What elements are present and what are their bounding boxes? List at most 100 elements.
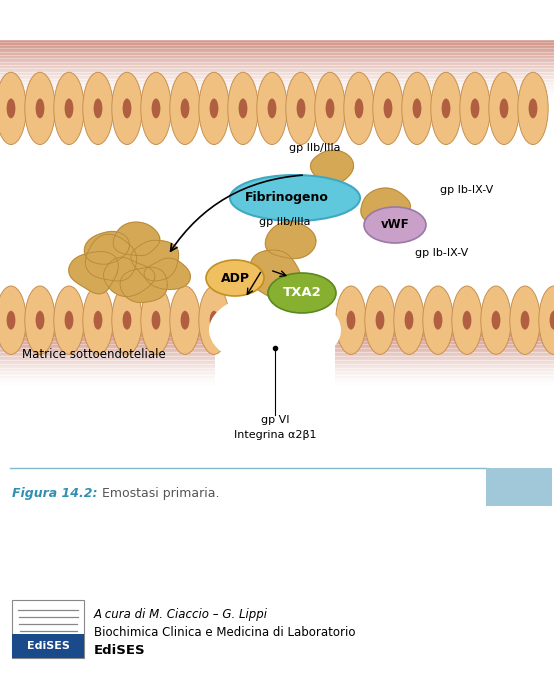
Bar [0,63,554,65]
Ellipse shape [122,98,131,119]
Ellipse shape [94,98,102,119]
Ellipse shape [364,207,426,243]
Bar [0,73,554,75]
Text: EdiSES: EdiSES [94,644,146,657]
Ellipse shape [181,311,189,330]
Bar [0,361,215,363]
Bar [0,61,554,64]
Bar [0,379,215,382]
Bar [0,363,215,366]
Text: gp Ib-IX-V: gp Ib-IX-V [440,185,493,195]
Polygon shape [311,150,353,185]
Polygon shape [120,268,167,303]
Polygon shape [144,258,191,289]
Bar [335,343,554,346]
Ellipse shape [65,311,73,330]
Ellipse shape [550,311,554,330]
Ellipse shape [112,72,142,144]
Bar [0,59,554,61]
Bar [335,342,554,344]
Bar [0,332,215,335]
Ellipse shape [94,311,102,330]
Ellipse shape [286,72,316,144]
Bar [335,350,554,353]
Text: Matrice sottoendoteliale: Matrice sottoendoteliale [22,348,166,361]
Bar [0,80,554,82]
Polygon shape [361,188,411,230]
Ellipse shape [518,72,548,144]
Ellipse shape [228,72,258,144]
Ellipse shape [431,72,461,144]
Polygon shape [104,257,155,297]
Ellipse shape [268,273,336,313]
Text: TXA2: TXA2 [283,286,321,299]
Bar [0,93,554,95]
Bar [0,65,554,68]
Bar [0,369,215,371]
Ellipse shape [83,72,113,144]
Bar [0,91,554,94]
Ellipse shape [423,286,453,355]
Ellipse shape [65,98,73,119]
Ellipse shape [181,98,189,119]
Ellipse shape [199,72,229,144]
Bar [0,44,554,47]
Bar [0,87,554,90]
Ellipse shape [315,72,345,144]
Bar [0,69,554,71]
Bar [335,361,554,363]
FancyArrowPatch shape [273,271,286,276]
Bar [0,338,215,340]
Ellipse shape [394,286,424,355]
Bar [0,347,215,350]
Bar [335,347,554,350]
Ellipse shape [152,98,161,119]
Bar [335,371,554,374]
Ellipse shape [460,72,490,144]
Text: gp IIb/IIIa: gp IIb/IIIa [259,217,311,227]
Ellipse shape [83,286,113,355]
Bar [0,370,215,373]
Bar [0,70,554,72]
Bar [0,359,215,362]
Ellipse shape [112,286,142,355]
Ellipse shape [122,311,131,330]
Bar [0,53,554,55]
Ellipse shape [296,98,305,119]
Ellipse shape [170,286,200,355]
Bar [335,366,554,369]
Text: Emostasi primaria.: Emostasi primaria. [98,487,219,500]
Ellipse shape [491,311,500,330]
Bar [335,358,554,361]
Bar [0,82,554,84]
Bar [335,378,554,381]
Ellipse shape [206,260,264,296]
Text: Fibrinogeno: Fibrinogeno [245,191,329,204]
Bar [335,384,554,386]
Ellipse shape [481,286,511,355]
Bar [335,338,554,340]
Bar [0,344,215,347]
Bar [335,375,554,378]
Text: ADP: ADP [220,272,249,284]
Bar [0,377,215,379]
Ellipse shape [521,311,530,330]
Text: gp Ib-IX-V: gp Ib-IX-V [415,248,468,258]
Ellipse shape [199,286,229,355]
Ellipse shape [376,311,384,330]
Bar [0,74,554,77]
Bar [0,86,554,88]
Bar [0,47,554,50]
Bar [0,57,554,59]
Text: vWF: vWF [381,218,409,231]
Bar [335,355,554,358]
Bar [0,334,215,336]
Bar [0,357,215,359]
Bar [0,83,554,85]
Polygon shape [69,251,119,294]
Bar [0,88,554,91]
Bar [0,40,554,42]
Bar [0,50,554,53]
Bar [335,354,554,357]
Ellipse shape [209,311,218,330]
